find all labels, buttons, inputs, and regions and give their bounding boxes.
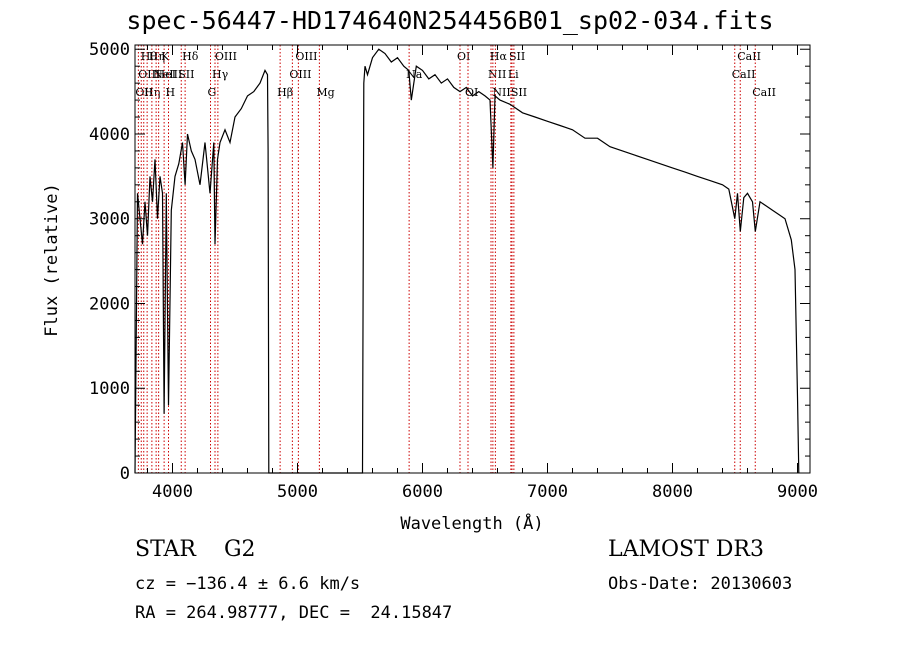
x-tick-label: 4000 — [152, 482, 193, 502]
x-tick-label: 9000 — [777, 482, 818, 502]
marker-label: K — [161, 50, 170, 63]
y-tick-label: 1000 — [89, 379, 130, 399]
object-class: STAR G2 — [135, 537, 256, 562]
marker-label: Hα — [490, 50, 508, 63]
spectrum-layer — [134, 48, 800, 474]
marker-label: NII — [492, 86, 510, 99]
marker-label: Mg — [316, 86, 334, 99]
marker-label: Hθ — [141, 50, 158, 63]
marker-label: Hγ — [212, 68, 229, 81]
marker-label: SII — [178, 68, 194, 81]
survey-label: LAMOST DR3 — [608, 537, 764, 562]
y-tick-label: 0 — [120, 464, 130, 484]
marker-label: Hη — [149, 50, 165, 63]
marker-label: SII — [509, 50, 525, 63]
marker-label: OI — [457, 50, 470, 63]
axis-ticks: 4000 5000 6000 7000 8000 9000 0 1000 2000 3000 400… — [89, 40, 818, 502]
coordinates: RA = 264.98777, DEC = 24.15847 — [135, 603, 453, 623]
y-tick-label: 5000 — [89, 40, 130, 60]
y-tick-label: 2000 — [89, 294, 130, 314]
marker-label: CaII — [737, 50, 761, 63]
x-axis-label: Wavelength (Å) — [400, 512, 543, 534]
x-tick-label: 8000 — [652, 482, 693, 502]
y-axis-label: Flux (relative) — [42, 183, 62, 337]
x-tick-label: 6000 — [402, 482, 443, 502]
marker-label: H — [166, 86, 176, 99]
marker-label: OIII — [295, 50, 317, 63]
line-markers: OIIOIIIHθHηHηNeIIIHeIKHSIIHδGHγOIIIHβOII… — [135, 45, 776, 473]
marker-label: NII — [488, 68, 506, 81]
marker-label: Na — [406, 68, 423, 81]
observation-date: Obs-Date: 20130603 — [608, 574, 793, 594]
marker-label: SII — [511, 86, 527, 99]
x-tick-label: 5000 — [277, 482, 318, 502]
spectrum-series-line — [134, 48, 800, 474]
marker-label: Hη — [144, 86, 160, 99]
marker-label: OIII — [215, 50, 237, 63]
marker-label: OII — [135, 86, 153, 99]
marker-label: OIII — [289, 68, 311, 81]
marker-label: NeIII — [153, 68, 182, 81]
redshift-velocity: cz = −136.4 ± 6.6 km/s — [135, 574, 361, 594]
plot-frame — [134, 44, 811, 474]
y-tick-label: 4000 — [89, 125, 130, 145]
marker-label: Hδ — [182, 50, 199, 63]
marker-label: Hβ — [277, 86, 293, 99]
chart-title: spec-56447-HD174640N254456B01_sp02-034.f… — [126, 6, 774, 35]
marker-label: G — [208, 86, 217, 99]
y-tick-label: 3000 — [89, 210, 130, 230]
x-tick-label: 7000 — [527, 482, 568, 502]
marker-label: CaII — [732, 68, 756, 81]
marker-label: HeI — [156, 68, 176, 81]
subclass-label: G2 — [223, 537, 256, 562]
marker-label: CaII — [752, 86, 776, 99]
class-label: STAR — [135, 537, 196, 562]
